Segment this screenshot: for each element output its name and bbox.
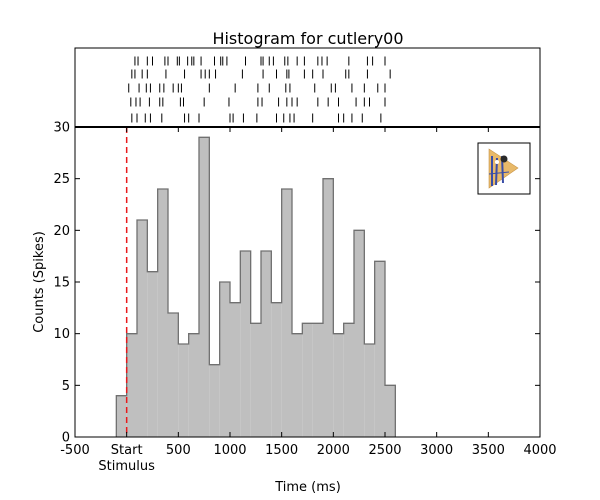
histogram-bar <box>137 220 148 437</box>
histogram-bar <box>374 261 385 437</box>
y-axis-label: Counts (Spikes) <box>32 231 47 333</box>
histogram-bar <box>271 302 282 437</box>
x-tick-label: -500 <box>60 443 90 458</box>
histogram-bar <box>302 323 313 437</box>
x-axis-label: Time (ms) <box>274 480 341 495</box>
histogram-bar <box>230 302 241 437</box>
y-tick-label: 25 <box>53 172 70 187</box>
histogram-bar <box>116 395 127 437</box>
histogram-bar <box>354 230 365 437</box>
histogram-bar <box>126 333 137 437</box>
x-tick-label: 1000 <box>213 443 246 458</box>
cutlery-thumbnail-icon <box>488 148 519 189</box>
histogram-bar <box>147 271 158 437</box>
histogram-bar <box>343 323 354 437</box>
histogram-bar <box>323 178 334 437</box>
y-tick-label: 0 <box>62 431 70 446</box>
y-tick-label: 10 <box>53 327 70 342</box>
chart-title: Histogram for cutlery00 <box>212 29 403 48</box>
histogram-bar <box>188 333 199 437</box>
histogram-outline <box>115 136 396 437</box>
histogram-bar <box>250 323 261 437</box>
histogram-bar <box>209 364 220 437</box>
x-tick-label: 3000 <box>420 443 453 458</box>
legend <box>477 142 531 195</box>
histogram-bar <box>281 189 292 437</box>
histogram-bars <box>115 136 396 438</box>
x-tick-label: 2500 <box>368 443 401 458</box>
x-tick-label: 4000 <box>523 443 556 458</box>
histogram-bar <box>333 333 344 437</box>
histogram-bar <box>292 333 303 437</box>
y-tick-label: 15 <box>53 276 70 291</box>
histogram-bar <box>240 251 251 437</box>
raster-frame <box>74 47 541 128</box>
histogram-bar <box>385 385 396 437</box>
histogram-bar <box>219 282 230 437</box>
histogram-bar <box>168 313 179 437</box>
x-tick-label: 2000 <box>317 443 350 458</box>
y-tick-label: 20 <box>53 224 70 239</box>
y-tick-label: 30 <box>53 121 70 136</box>
x-sublabel: Stimulus <box>98 459 155 474</box>
histogram-bar <box>261 251 272 437</box>
y-tick-label: 5 <box>62 379 70 394</box>
histogram-bar <box>312 323 323 437</box>
histogram-bar <box>364 344 375 437</box>
x-axis-ticks: -500 Start 500 1000 1500 2000 2500 3000 3500 4000… <box>60 127 557 474</box>
x-tick-label: 500 <box>166 443 191 458</box>
histogram-bar <box>199 137 210 438</box>
x-tick-label: 3500 <box>472 443 505 458</box>
raster-plot <box>128 56 391 123</box>
histogram-bar <box>178 344 189 437</box>
histogram-bar <box>157 189 168 437</box>
x-tick-label: Start <box>111 443 143 458</box>
y-axis-ticks: 0 5 10 15 20 25 30 <box>53 121 540 446</box>
x-tick-label: 1500 <box>265 443 298 458</box>
